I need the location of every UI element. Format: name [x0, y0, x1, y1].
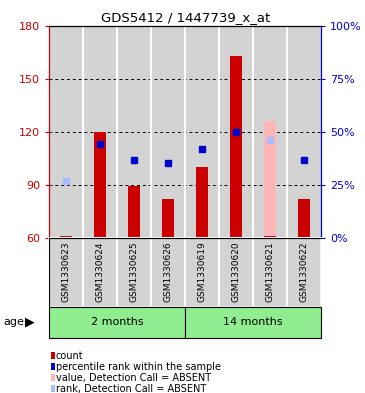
- Text: GSM1330625: GSM1330625: [130, 241, 139, 302]
- Bar: [253, 238, 287, 307]
- Text: rank, Detection Call = ABSENT: rank, Detection Call = ABSENT: [56, 384, 206, 393]
- Bar: [298, 199, 310, 238]
- Text: GSM1330619: GSM1330619: [198, 241, 207, 302]
- Bar: [49, 26, 83, 238]
- Bar: [264, 121, 276, 238]
- Bar: [94, 132, 106, 238]
- Bar: [185, 26, 219, 238]
- Bar: [264, 236, 276, 238]
- Text: 2 months: 2 months: [91, 317, 143, 327]
- Bar: [287, 26, 321, 238]
- Bar: [219, 26, 253, 238]
- Bar: [151, 238, 185, 307]
- Text: age: age: [4, 317, 24, 327]
- Bar: [83, 26, 117, 238]
- Text: ▶: ▶: [25, 316, 34, 329]
- Text: GSM1330620: GSM1330620: [232, 241, 241, 302]
- Bar: [151, 26, 185, 238]
- Bar: [185, 238, 219, 307]
- Bar: [185, 26, 219, 238]
- Text: value, Detection Call = ABSENT: value, Detection Call = ABSENT: [56, 373, 211, 383]
- Bar: [128, 186, 140, 238]
- Bar: [230, 55, 242, 238]
- Bar: [196, 167, 208, 238]
- Bar: [49, 238, 83, 307]
- Bar: [60, 236, 72, 238]
- Text: GSM1330622: GSM1330622: [300, 241, 309, 302]
- Text: GSM1330624: GSM1330624: [96, 241, 105, 302]
- Text: percentile rank within the sample: percentile rank within the sample: [56, 362, 221, 372]
- Text: GSM1330621: GSM1330621: [266, 241, 275, 302]
- Bar: [162, 199, 174, 238]
- Title: GDS5412 / 1447739_x_at: GDS5412 / 1447739_x_at: [101, 11, 270, 24]
- Bar: [83, 26, 117, 238]
- Bar: [185, 307, 321, 338]
- Bar: [49, 26, 83, 238]
- Bar: [117, 26, 151, 238]
- Text: GSM1330626: GSM1330626: [164, 241, 173, 302]
- Text: 14 months: 14 months: [223, 317, 283, 327]
- Bar: [253, 26, 287, 238]
- Bar: [117, 238, 151, 307]
- Bar: [219, 26, 253, 238]
- Bar: [151, 26, 185, 238]
- Bar: [287, 238, 321, 307]
- Text: count: count: [56, 351, 83, 361]
- Bar: [253, 26, 287, 238]
- Bar: [117, 26, 151, 238]
- Bar: [219, 238, 253, 307]
- Bar: [287, 26, 321, 238]
- Bar: [83, 238, 117, 307]
- Bar: [49, 307, 185, 338]
- Text: GSM1330623: GSM1330623: [62, 241, 71, 302]
